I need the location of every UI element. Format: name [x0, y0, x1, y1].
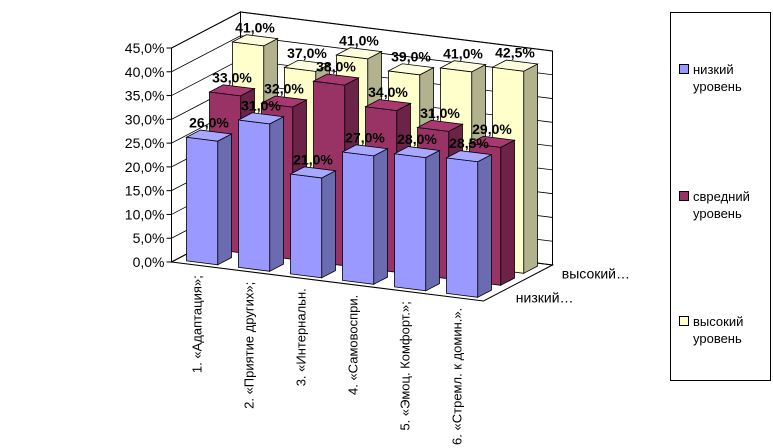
- bar-top: [439, 60, 487, 73]
- value-label: 27,0%: [345, 129, 385, 145]
- bar-side: [217, 133, 232, 266]
- y-tick-label: 45,0%: [125, 40, 165, 56]
- bar-top: [445, 150, 493, 163]
- bar-top: [208, 84, 256, 97]
- bar: [341, 144, 389, 285]
- bar-front: [446, 157, 479, 298]
- bar-top: [468, 135, 516, 148]
- y-tick-label: 25,0%: [125, 135, 165, 151]
- bar-front: [290, 173, 323, 279]
- bar-top: [312, 73, 360, 86]
- y-tick-label: 15,0%: [125, 183, 165, 199]
- grid-line: [171, 11, 553, 52]
- y-tick-label: 20,0%: [125, 159, 165, 175]
- bar-side: [523, 63, 538, 274]
- bar-top: [416, 119, 464, 132]
- y-tick-label: 10,0%: [125, 206, 165, 222]
- y-tick-label: 5,0%: [133, 230, 165, 246]
- x-tick-label: 1. «Адаптация»;: [190, 275, 205, 373]
- value-label: 38,0%: [316, 59, 356, 75]
- bar-top: [491, 59, 539, 72]
- bar-front: [238, 119, 271, 272]
- value-label: 31,0%: [420, 105, 460, 121]
- y-tick-label: 0,0%: [133, 254, 165, 270]
- y-tick-label: 35,0%: [125, 88, 165, 104]
- bar-top: [335, 47, 383, 60]
- bar-side: [477, 153, 492, 298]
- chart: 0,0% 5,0% 10,0% 15,0% 20,0% 25,0% 30,0% 35,0% 40…: [125, 11, 630, 445]
- bar-top: [260, 95, 308, 108]
- x-tick-label: 5. «Эмоц. Комфорт.»;: [398, 301, 413, 430]
- bar-front: [342, 151, 375, 285]
- bar: [237, 112, 285, 272]
- legend: низкий уровень свредний уровень высокий ур…: [670, 12, 771, 381]
- bar-top: [185, 129, 233, 142]
- bar-front: [186, 136, 219, 266]
- bar-side: [425, 149, 440, 292]
- legend-label: свредний уровень: [693, 189, 750, 221]
- bar-side: [321, 170, 336, 279]
- value-label: 26,0%: [189, 115, 229, 131]
- value-label: 42,5%: [495, 45, 535, 61]
- bar-top: [283, 59, 331, 72]
- bar-front: [394, 153, 427, 292]
- grid-line: [171, 35, 553, 76]
- bar-top: [289, 166, 337, 179]
- value-label: 39,0%: [391, 48, 431, 64]
- depth-label: высокий…: [562, 266, 630, 282]
- bar-side: [500, 139, 515, 286]
- value-label: 32,0%: [264, 81, 304, 97]
- bar-top: [364, 99, 412, 112]
- y-tick-label: 30,0%: [125, 111, 165, 127]
- x-tick-label: 3. «Интернальн.: [294, 288, 309, 386]
- x-tick-label: 2. «Приятие других»;: [242, 282, 257, 409]
- value-label: 29,0%: [472, 121, 512, 137]
- x-tick-label: 6. «Стремл. к домин.».: [450, 308, 465, 445]
- bar-top: [393, 146, 441, 159]
- legend-label: низкий уровень: [693, 62, 742, 94]
- value-label: 33,0%: [212, 69, 252, 85]
- bar-top: [237, 112, 285, 125]
- value-label: 41,0%: [339, 32, 379, 48]
- value-label: 28,0%: [397, 131, 437, 147]
- legend-swatch: [679, 191, 689, 201]
- bar: [445, 150, 493, 298]
- legend-swatch: [679, 316, 689, 326]
- value-label: 28,5%: [449, 135, 489, 151]
- bar-top: [341, 144, 389, 157]
- bar: [393, 146, 441, 292]
- value-label: 21,0%: [293, 151, 333, 167]
- value-label: 34,0%: [368, 84, 408, 100]
- value-label: 31,0%: [241, 97, 281, 113]
- bar-top: [231, 34, 279, 47]
- bar-side: [373, 148, 388, 285]
- value-label: 41,0%: [443, 45, 483, 61]
- legend-swatch: [679, 64, 689, 74]
- depth-label: низкий…: [516, 290, 574, 306]
- bar: [185, 129, 233, 266]
- legend-label: высокий уровень: [693, 314, 744, 346]
- y-tick-label: 40,0%: [125, 64, 165, 80]
- value-label: 37,0%: [287, 45, 327, 61]
- bar-side: [269, 116, 284, 272]
- bar: [289, 166, 337, 279]
- x-tick-label: 4. «Самовоспри.: [346, 295, 361, 395]
- value-label: 41,0%: [235, 19, 275, 35]
- bar-top: [387, 63, 435, 76]
